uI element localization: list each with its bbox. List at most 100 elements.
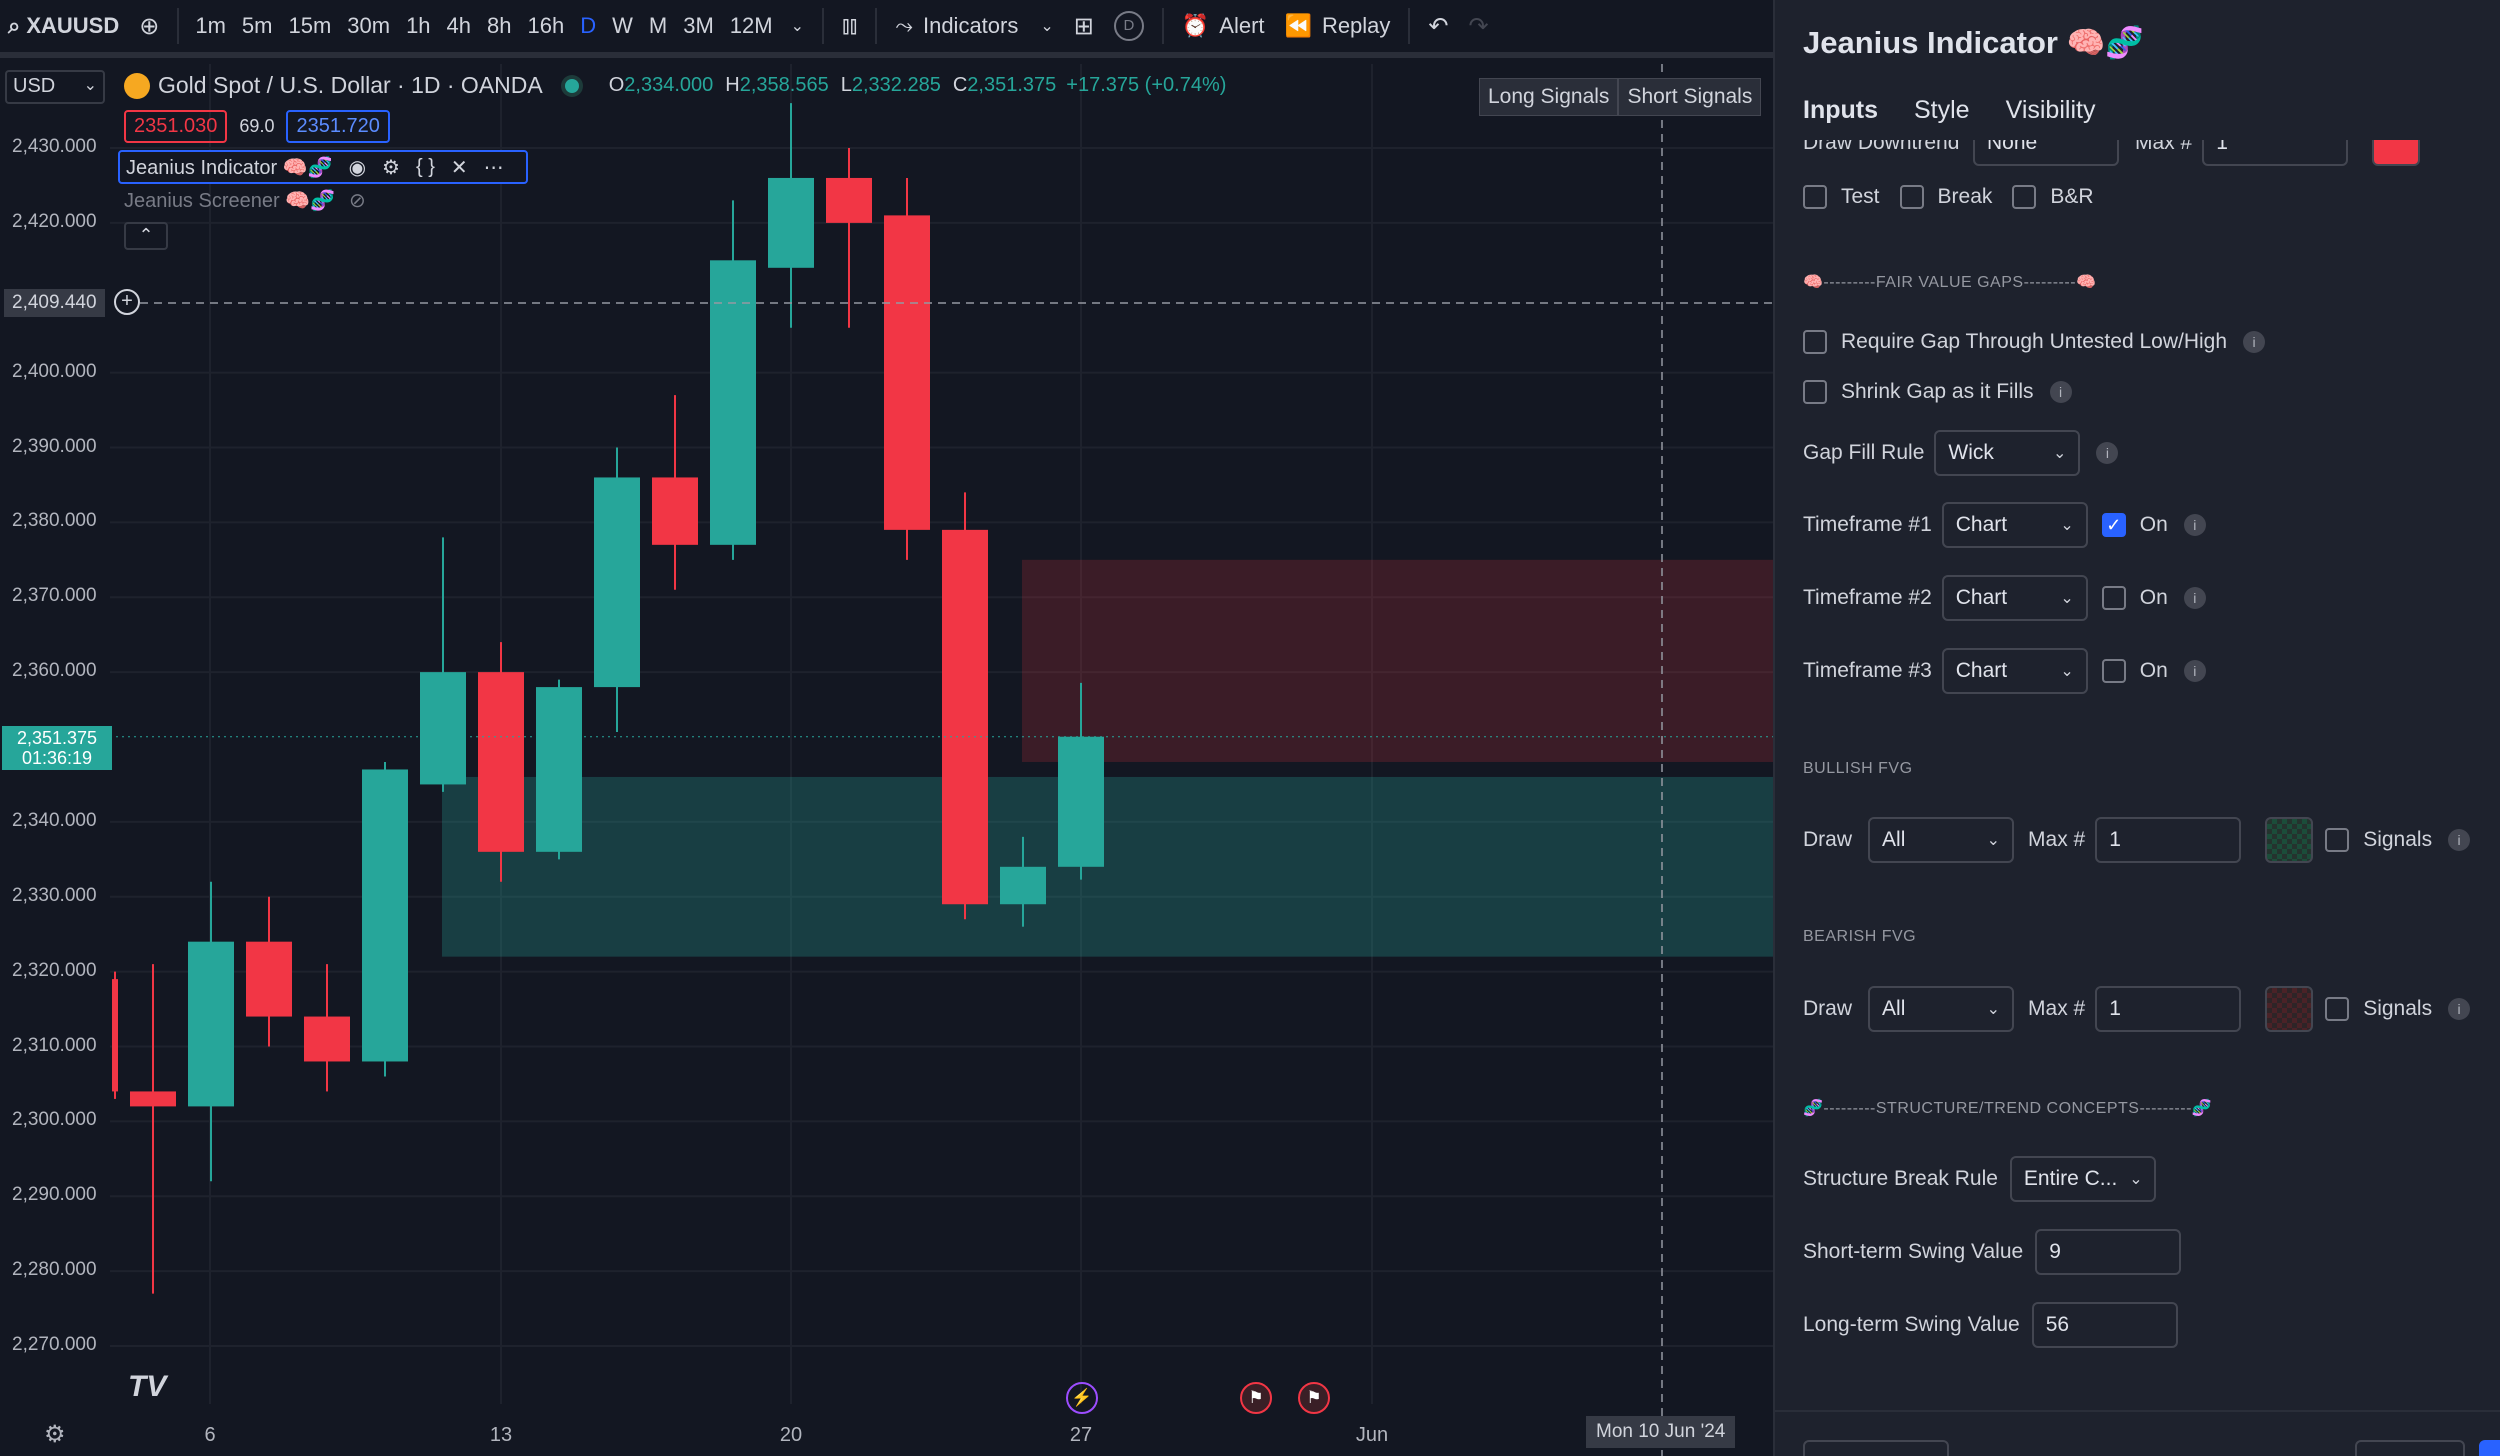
screener-name: Jeanius Screener 🧠🧬 (124, 190, 336, 212)
gear-icon[interactable]: ⚙ (44, 1421, 66, 1448)
timeframe-2-on-checkbox[interactable] (2101, 586, 2126, 610)
bullish-signals-checkbox[interactable] (2325, 828, 2350, 852)
settings-icon[interactable]: ⚙ (382, 156, 400, 179)
tab-visibility[interactable]: Visibility (2005, 96, 2096, 124)
timeframe-2-select[interactable]: Chart ⌄ (1941, 575, 2088, 621)
price-tick-label: 2,310.000 (12, 1034, 97, 1056)
redo-icon[interactable]: ↷ (1468, 12, 1489, 40)
interval-m[interactable]: M (648, 13, 668, 38)
gap-fill-rule-select[interactable]: Wick ⌄ (1934, 430, 2081, 476)
timeframe-2-label: Timeframe #2 (1803, 586, 1932, 609)
more-icon[interactable]: ⋯ (483, 156, 504, 179)
interval-1m[interactable]: 1m (195, 13, 226, 38)
info-icon[interactable]: i (2243, 331, 2266, 353)
bearish-draw-select[interactable]: All ⌄ (1868, 986, 2015, 1032)
bearish-signals-checkbox[interactable] (2325, 997, 2350, 1021)
layout-badge[interactable]: D (1104, 0, 1154, 55)
downtrend-color-swatch[interactable] (2372, 140, 2421, 166)
info-icon[interactable]: i (2183, 514, 2206, 536)
info-icon[interactable]: i (2049, 381, 2072, 403)
long-signals-button[interactable]: Long Signals (1479, 78, 1619, 116)
price-tick-label: 2,300.000 (12, 1109, 97, 1131)
sell-button[interactable]: 2351.030 (124, 110, 228, 143)
interval-5m[interactable]: 5m (241, 13, 273, 38)
lightning-event-icon[interactable]: ⚡ (1066, 1382, 1098, 1414)
info-icon[interactable]: i (2183, 660, 2206, 682)
indicators-button[interactable]: ⤳ Indicators ⌄ (885, 0, 1063, 55)
us-flag-event-icon[interactable]: ⚑ (1298, 1382, 1330, 1414)
info-icon[interactable]: i (2448, 829, 2471, 851)
eye-hidden-icon[interactable]: ⊘ (349, 190, 366, 212)
interval-30m[interactable]: 30m (347, 13, 391, 38)
interval-d[interactable]: D (580, 13, 597, 38)
info-icon[interactable]: i (2183, 587, 2206, 609)
require-gap-row: Require Gap Through Untested Low/High i (1803, 330, 2266, 354)
eye-icon[interactable]: ◉ (348, 156, 367, 179)
chart-canvas[interactable] (0, 64, 1773, 1456)
inputs-scroll-area[interactable]: Draw Downtrend None Max # 1 Test Break B… (1775, 140, 2500, 1410)
replay-button[interactable]: ⏪ Replay (1275, 0, 1401, 55)
downtrend-max-input[interactable]: 1 (2202, 140, 2349, 166)
chart-area[interactable]: USD ⌄ Gold Spot / U.S. Dollar · 1D · OAN… (0, 64, 1773, 1456)
layout-grid-icon[interactable]: ⊞ (1073, 12, 1094, 40)
bearish-color-swatch[interactable] (2265, 986, 2314, 1032)
compare-add-icon[interactable]: ⊕ (139, 12, 160, 40)
tab-style[interactable]: Style (1914, 96, 1970, 124)
source-code-icon[interactable]: { } (415, 155, 435, 178)
timeframe-3-select[interactable]: Chart ⌄ (1941, 648, 2088, 694)
symbol-search[interactable]: ⌕ XAUUSD (0, 0, 129, 55)
candles-chart-type-icon[interactable]: ⫾⫾ (841, 12, 858, 39)
shrink-gap-checkbox[interactable] (1803, 380, 1827, 404)
bearish-max-input[interactable]: 1 (2095, 986, 2242, 1032)
chevron-up-icon: ⌃ (138, 225, 154, 245)
currency-select[interactable]: USD ⌄ (5, 70, 105, 104)
undo-icon[interactable]: ↶ (1428, 12, 1449, 40)
replay-label: Replay (1321, 13, 1391, 38)
interval-16h[interactable]: 16h (527, 13, 565, 38)
interval-w[interactable]: W (612, 13, 633, 38)
timeframe-3-on-checkbox[interactable] (2101, 659, 2126, 683)
us-flag-event-icon[interactable]: ⚑ (1240, 1382, 1272, 1414)
test-checkbox[interactable] (1803, 185, 1827, 209)
price-tick-label: 2,360.000 (12, 660, 97, 682)
require-gap-label: Require Gap Through Untested Low/High (1841, 330, 2228, 353)
short-signals-button[interactable]: Short Signals (1618, 78, 1762, 116)
alert-button[interactable]: ⏰ Alert (1172, 0, 1275, 55)
interval-12m[interactable]: 12M (729, 13, 773, 38)
timeframe-1-on-checkbox[interactable]: ✓ (2101, 513, 2126, 537)
close-icon[interactable]: ✕ (450, 156, 468, 179)
screener-legend-row[interactable]: Jeanius Screener 🧠🧬 ⊘ (124, 188, 366, 213)
structure-break-select[interactable]: Entire C... ⌄ (2009, 1156, 2156, 1202)
interval-1h[interactable]: 1h (406, 13, 431, 38)
interval-15m[interactable]: 15m (288, 13, 332, 38)
defaults-button[interactable] (1803, 1440, 1949, 1456)
tradingview-logo[interactable]: TV (128, 1370, 167, 1403)
divider (875, 8, 878, 44)
info-icon[interactable]: i (2448, 998, 2471, 1020)
require-gap-checkbox[interactable] (1803, 330, 1827, 354)
interval-4h[interactable]: 4h (446, 13, 472, 38)
cancel-button[interactable] (2355, 1440, 2465, 1456)
tab-inputs[interactable]: Inputs (1803, 96, 1878, 124)
info-icon[interactable]: i (2096, 442, 2119, 464)
interval-dropdown-chevron-icon[interactable]: ⌄ (790, 18, 804, 35)
interval-3m[interactable]: 3M (683, 13, 714, 38)
panel-footer (1775, 1410, 2500, 1456)
gap-fill-rule-row: Gap Fill Rule Wick ⌄ i (1803, 430, 2119, 476)
short-swing-input[interactable]: 9 (2035, 1229, 2182, 1275)
ok-button[interactable] (2479, 1440, 2500, 1456)
interval-8h[interactable]: 8h (487, 13, 512, 38)
break-checkbox[interactable] (1899, 185, 1924, 209)
timeframe-2-row: Timeframe #2 Chart ⌄ On i (1803, 575, 2206, 621)
timeframe-1-select[interactable]: Chart ⌄ (1941, 502, 2088, 548)
bullish-color-swatch[interactable] (2265, 817, 2314, 863)
bullish-draw-select[interactable]: All ⌄ (1868, 817, 2015, 863)
bullish-max-input[interactable]: 1 (2095, 817, 2242, 863)
long-swing-input[interactable]: 56 (2031, 1302, 2178, 1348)
draw-downtrend-select[interactable]: None (1973, 140, 2119, 166)
indicator-legend-row[interactable]: Jeanius Indicator 🧠🧬 ◉ ⚙ { } ✕ ⋯ (118, 150, 528, 184)
br-checkbox[interactable] (2012, 185, 2037, 209)
collapse-legend-button[interactable]: ⌃ (124, 222, 168, 250)
buy-button[interactable]: 2351.720 (286, 110, 390, 143)
add-plus-icon[interactable]: + (114, 289, 140, 315)
